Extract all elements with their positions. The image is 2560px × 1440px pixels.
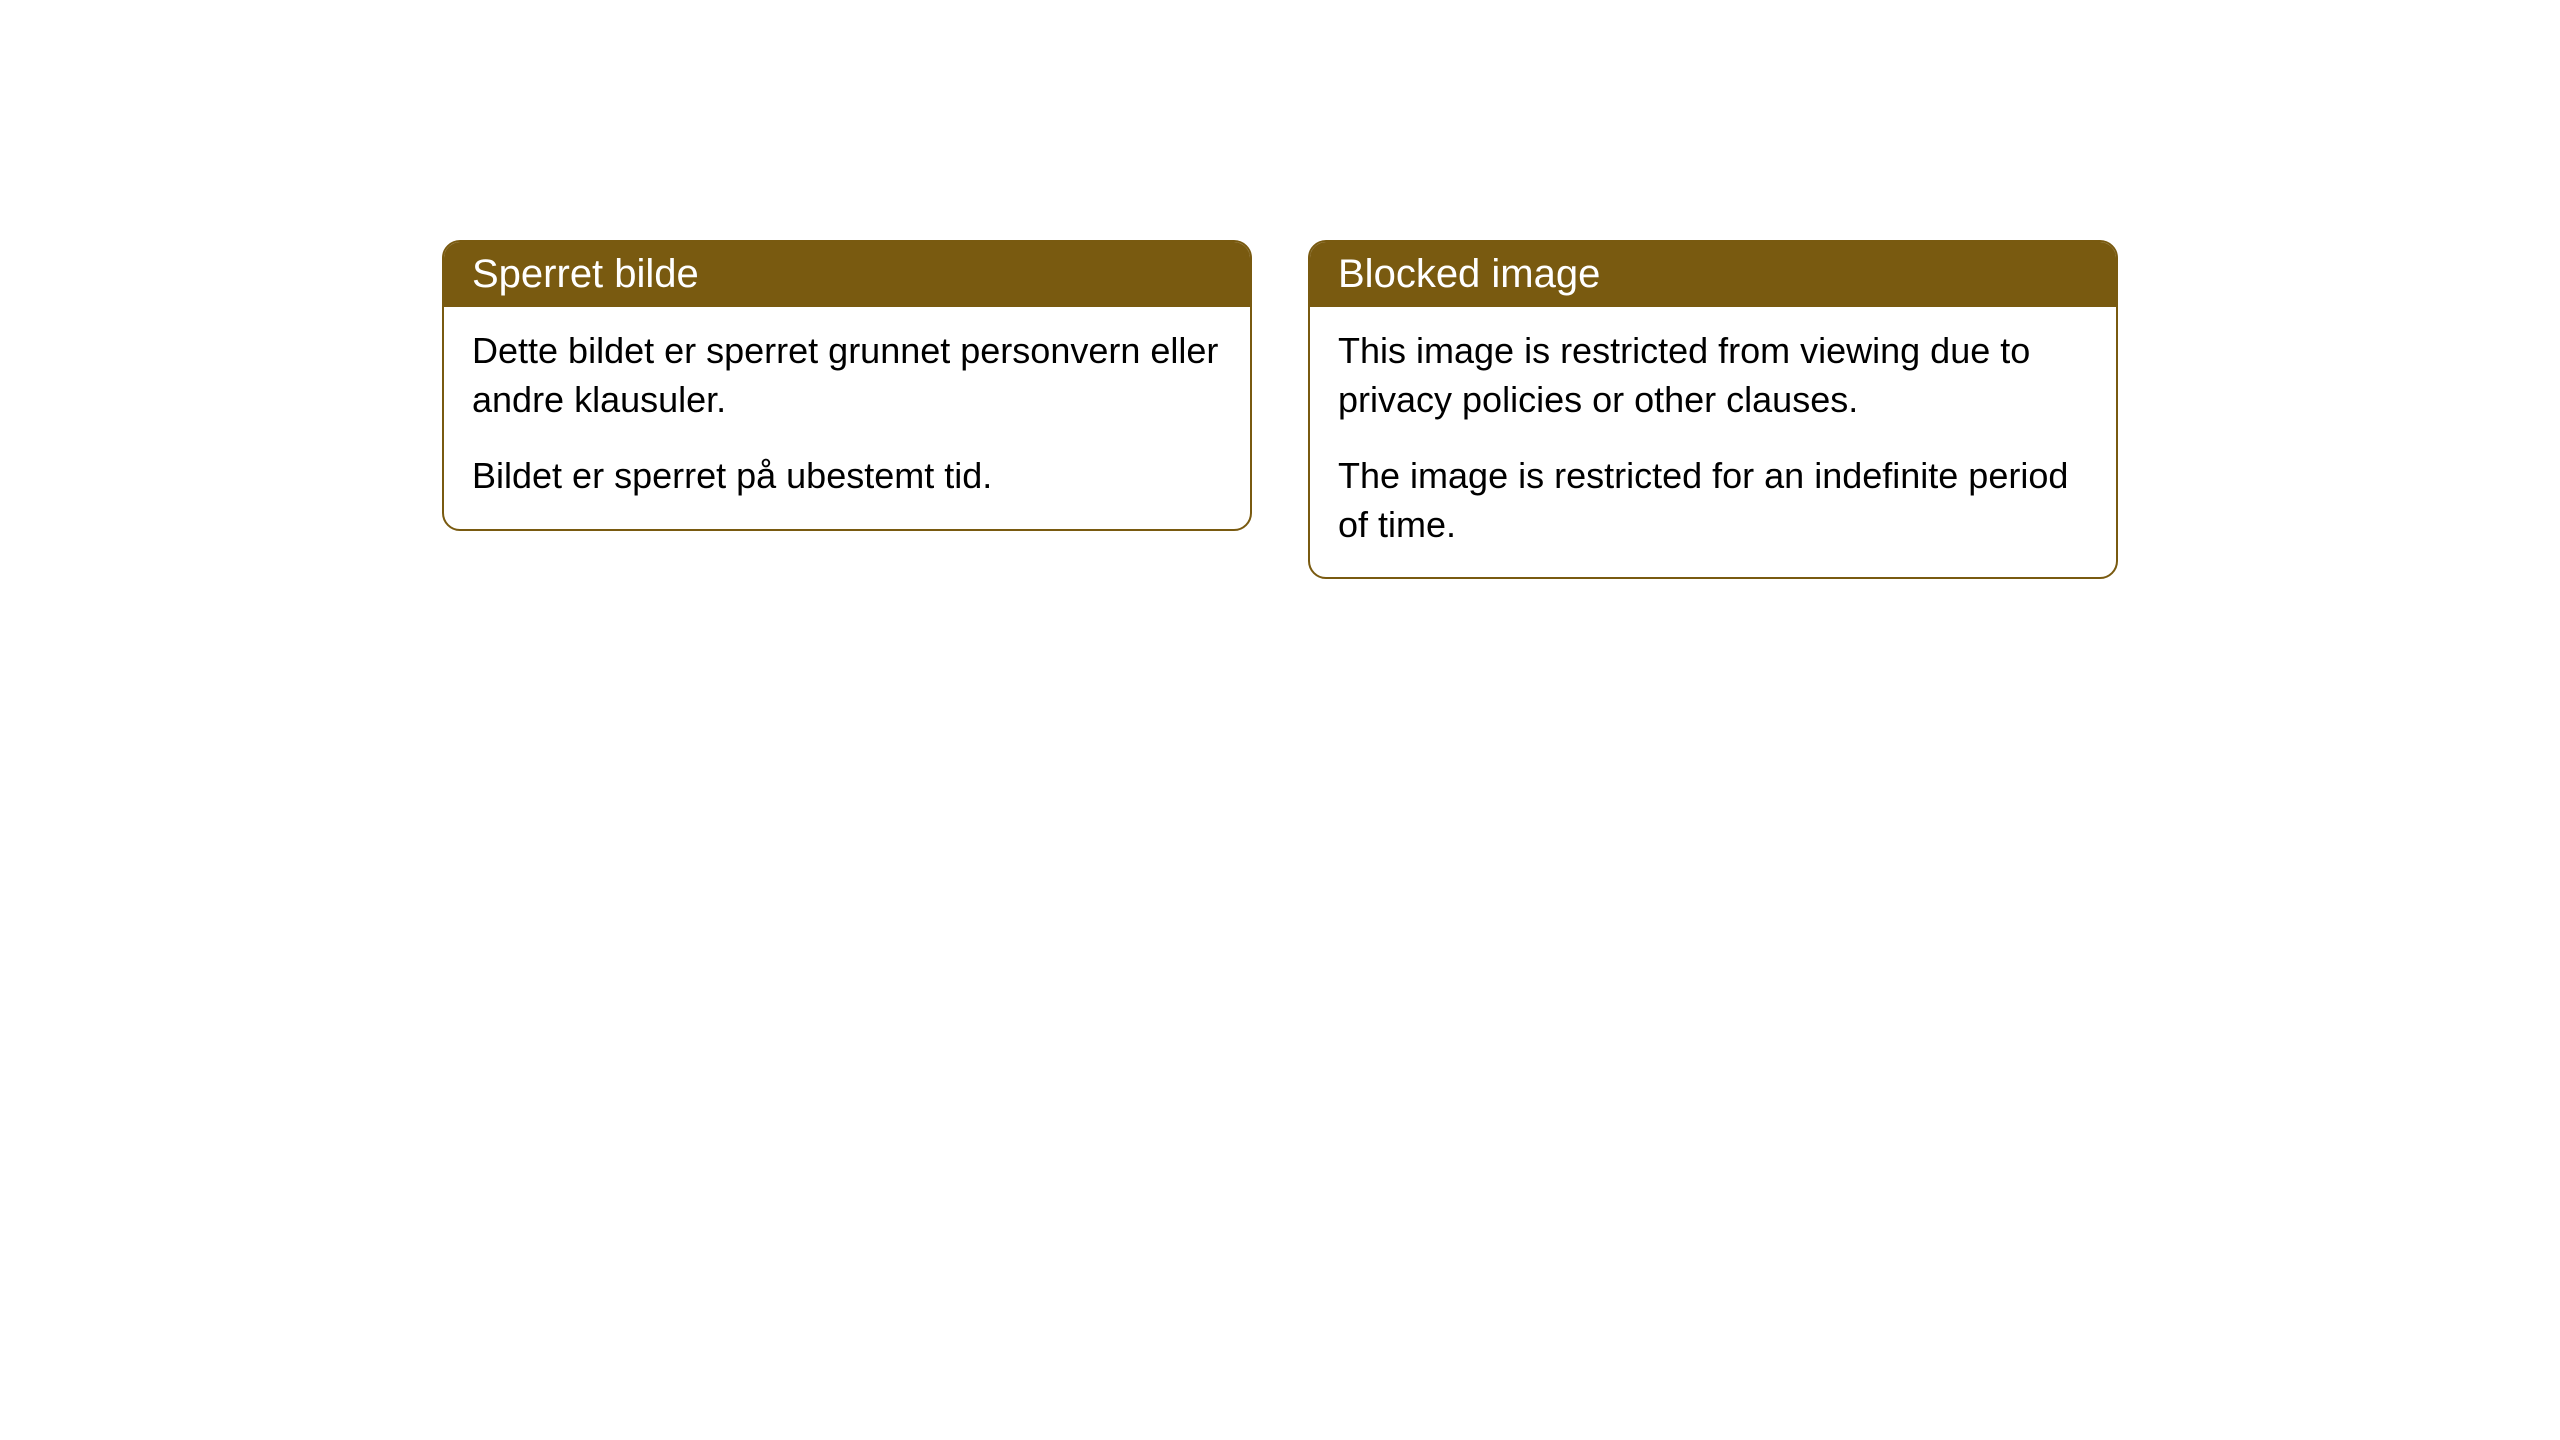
card-body-norwegian: Dette bildet er sperret grunnet personve… xyxy=(444,307,1250,529)
card-header-english: Blocked image xyxy=(1310,242,2116,307)
card-title: Blocked image xyxy=(1338,252,1600,296)
card-body-english: This image is restricted from viewing du… xyxy=(1310,307,2116,577)
card-header-norwegian: Sperret bilde xyxy=(444,242,1250,307)
notice-paragraph: Bildet er sperret på ubestemt tid. xyxy=(472,452,1222,501)
notice-paragraph: Dette bildet er sperret grunnet personve… xyxy=(472,327,1222,424)
notice-paragraph: This image is restricted from viewing du… xyxy=(1338,327,2088,424)
card-title: Sperret bilde xyxy=(472,252,699,296)
notice-card-norwegian: Sperret bilde Dette bildet er sperret gr… xyxy=(442,240,1252,531)
notice-paragraph: The image is restricted for an indefinit… xyxy=(1338,452,2088,549)
notice-card-english: Blocked image This image is restricted f… xyxy=(1308,240,2118,579)
notice-container: Sperret bilde Dette bildet er sperret gr… xyxy=(442,240,2118,1440)
